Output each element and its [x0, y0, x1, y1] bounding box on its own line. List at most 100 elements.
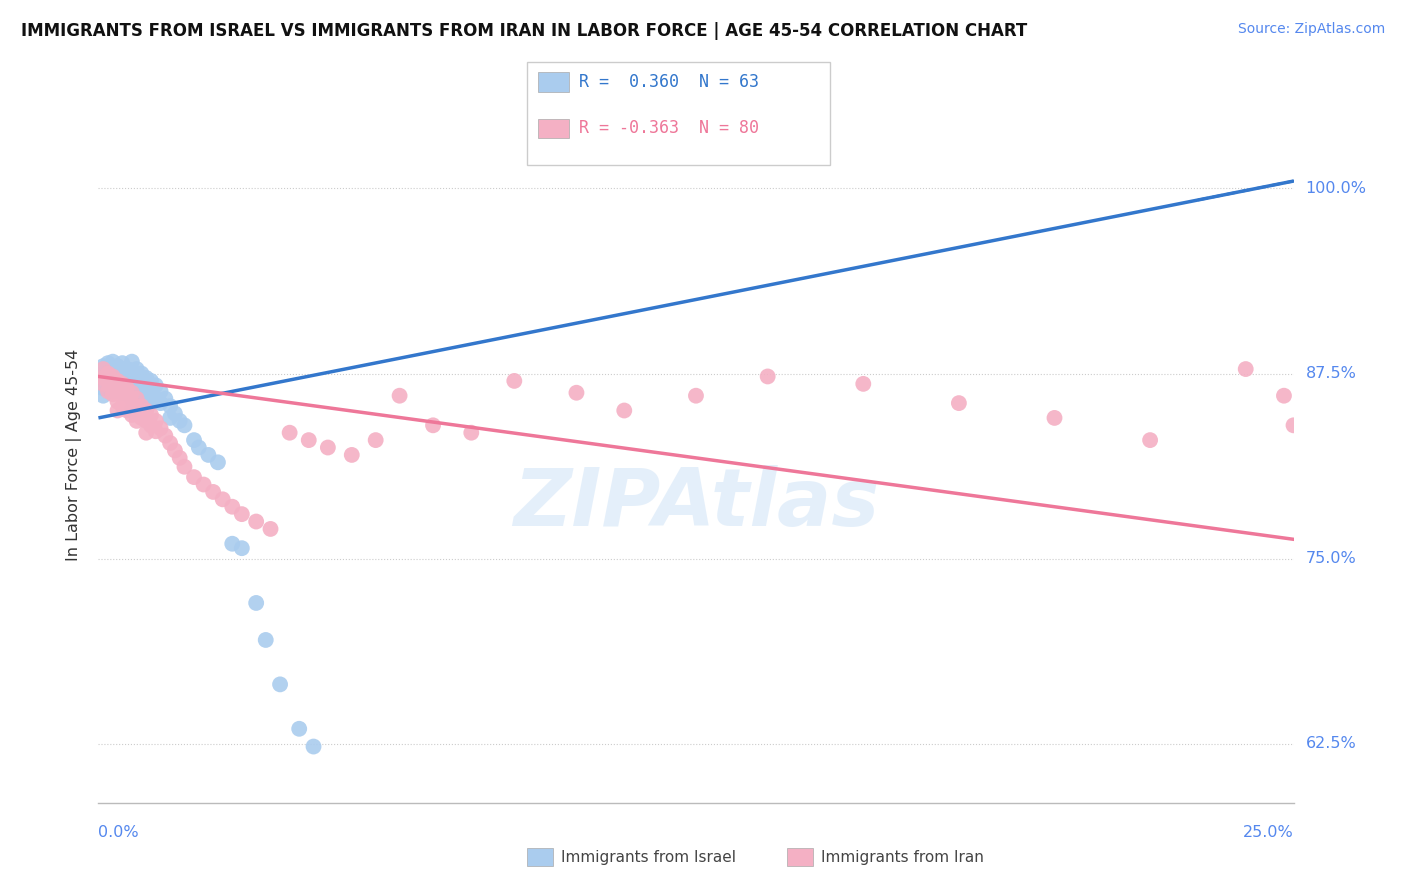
Point [111, 389, 134, 403]
Point [101, 363, 124, 377]
Point [111, 385, 134, 400]
Text: Immigrants from Iran: Immigrants from Iran [821, 850, 984, 864]
Point [97, 356, 120, 370]
Point [139, 385, 162, 400]
Point [145, 414, 167, 428]
Point [107, 394, 129, 409]
Point [183, 433, 205, 447]
Text: 62.5%: 62.5% [1305, 736, 1357, 751]
Point [159, 436, 181, 450]
Point [115, 403, 138, 417]
Point [159, 399, 181, 413]
Point [193, 477, 215, 491]
Point [91, 359, 114, 373]
Point [145, 392, 167, 406]
Point [101, 369, 124, 384]
Point [111, 376, 134, 391]
Point [97, 367, 120, 381]
Point [107, 403, 129, 417]
Text: 100.0%: 100.0% [1305, 181, 1367, 196]
Point [91, 389, 114, 403]
Point [149, 384, 172, 399]
Point [852, 376, 875, 391]
Point [125, 414, 148, 428]
Point [131, 389, 153, 403]
Point [503, 374, 526, 388]
Point [111, 374, 134, 388]
Point [107, 369, 129, 384]
Point [91, 374, 114, 388]
Point [340, 448, 363, 462]
Point [115, 385, 138, 400]
Point [1392, 433, 1406, 447]
Point [131, 411, 153, 425]
Point [101, 384, 124, 399]
Point [278, 425, 301, 440]
Text: R =  0.360  N = 63: R = 0.360 N = 63 [579, 73, 759, 91]
Point [135, 425, 157, 440]
Point [139, 396, 162, 410]
Point [155, 392, 177, 406]
Point [269, 677, 291, 691]
Point [1330, 374, 1353, 388]
Point [101, 387, 124, 401]
Point [221, 537, 243, 551]
Point [1354, 436, 1376, 450]
Point [121, 371, 143, 385]
Point [288, 722, 311, 736]
Point [259, 522, 281, 536]
Point [1282, 418, 1305, 433]
Point [1368, 450, 1391, 465]
Point [121, 363, 143, 377]
Point [173, 459, 195, 474]
Text: 25.0%: 25.0% [1243, 825, 1294, 840]
Point [131, 367, 153, 381]
Point [135, 414, 157, 428]
Point [101, 378, 124, 392]
Point [121, 392, 143, 406]
Point [364, 433, 387, 447]
Text: 75.0%: 75.0% [1305, 551, 1357, 566]
Point [97, 371, 120, 385]
Point [1340, 421, 1362, 435]
Point [207, 455, 229, 469]
Text: Immigrants from Israel: Immigrants from Israel [561, 850, 735, 864]
Point [169, 450, 191, 465]
Point [1043, 411, 1066, 425]
Point [107, 359, 129, 373]
Point [1139, 433, 1161, 447]
Point [111, 399, 134, 413]
Point [316, 441, 339, 455]
Text: 87.5%: 87.5% [1305, 366, 1357, 381]
Point [565, 385, 588, 400]
Point [163, 443, 186, 458]
Point [183, 470, 205, 484]
Point [298, 433, 321, 447]
Point [1378, 418, 1400, 433]
Text: Source: ZipAtlas.com: Source: ZipAtlas.com [1237, 22, 1385, 37]
Point [131, 376, 153, 391]
Point [125, 362, 148, 376]
Point [948, 396, 970, 410]
Point [121, 396, 143, 410]
Point [121, 385, 143, 400]
Point [139, 374, 162, 388]
Point [91, 362, 114, 376]
Point [1234, 362, 1257, 376]
Point [107, 376, 129, 391]
Point [231, 507, 253, 521]
Point [91, 367, 114, 381]
Point [159, 411, 181, 425]
Point [135, 403, 157, 417]
Point [111, 356, 134, 370]
Point [125, 384, 148, 399]
Point [121, 408, 143, 422]
Point [302, 739, 325, 754]
Point [139, 408, 162, 422]
Point [211, 492, 233, 507]
Point [121, 403, 143, 417]
Point [202, 484, 225, 499]
Point [135, 381, 157, 395]
Point [245, 515, 267, 529]
Point [1320, 389, 1343, 403]
